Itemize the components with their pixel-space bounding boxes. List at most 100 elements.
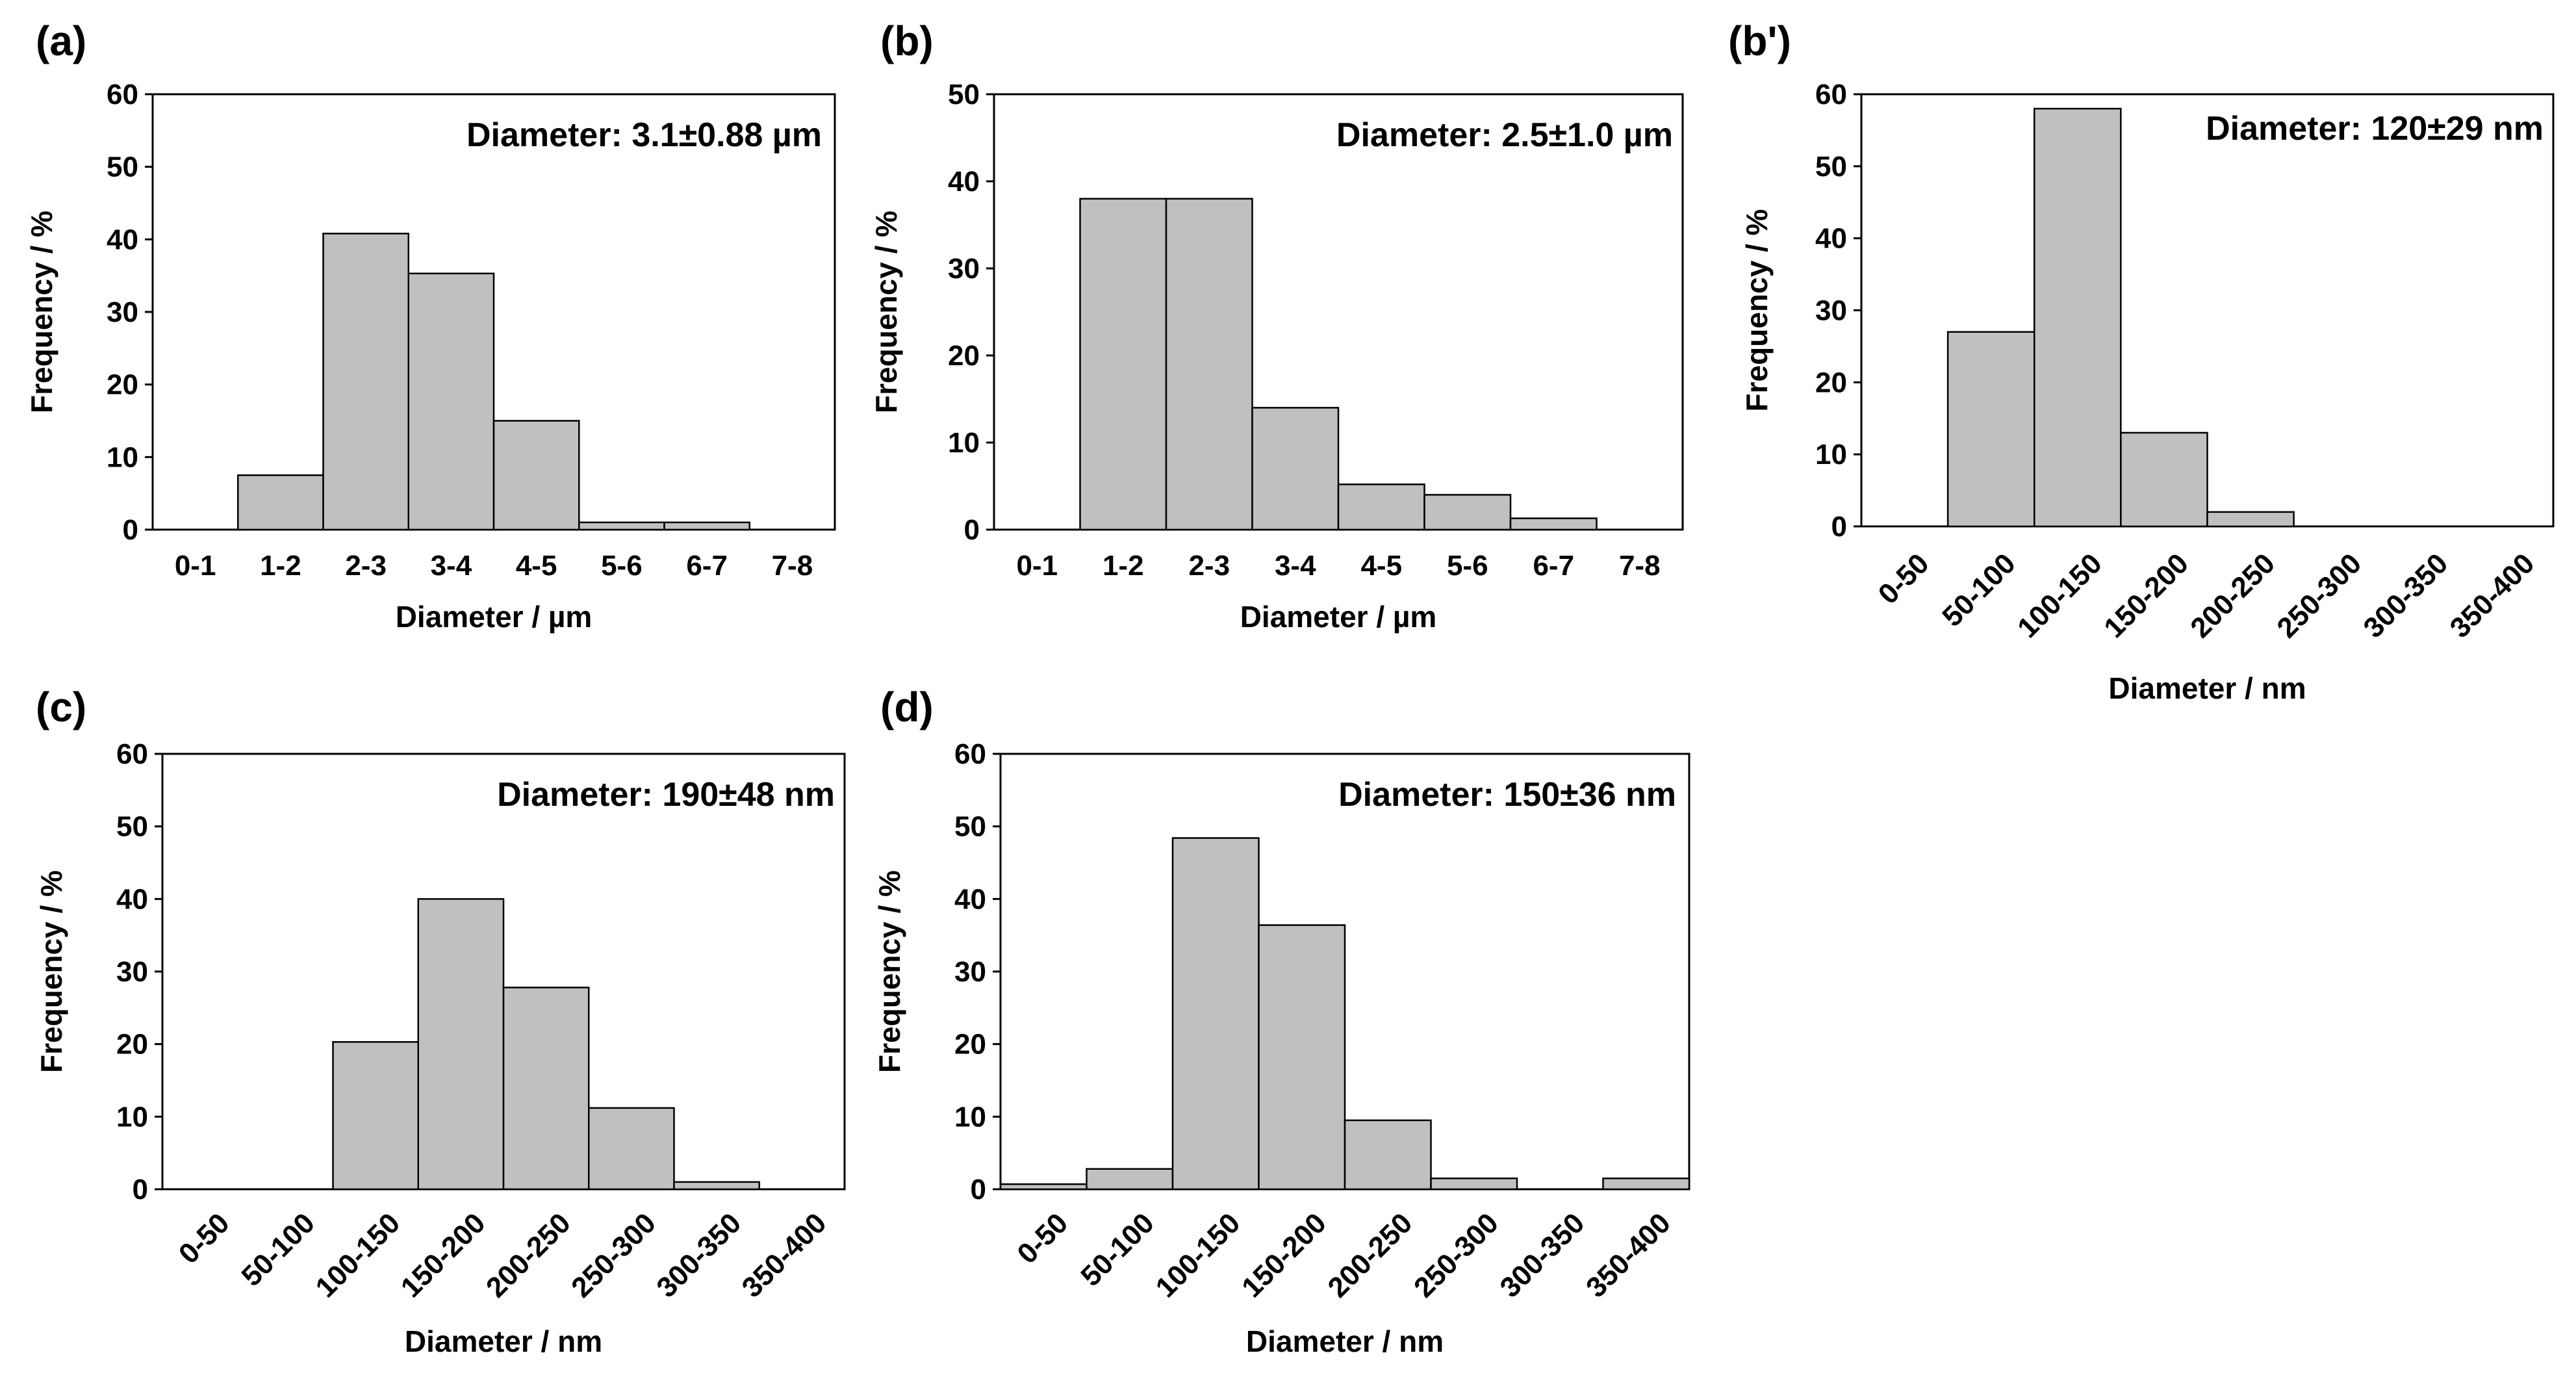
histogram-bar (1079, 198, 1167, 531)
x-tick-label: 0-1 (175, 550, 216, 582)
y-tick-label: 0 (123, 514, 138, 546)
x-tick-label: 200-250 (1321, 1207, 1418, 1304)
x-tick-label: 50-100 (1075, 1207, 1160, 1293)
y-tick-label: 30 (116, 956, 148, 988)
x-tick-label: 100-150 (1149, 1207, 1246, 1304)
x-tick-label: 3-4 (431, 550, 472, 582)
histogram-bar (1337, 483, 1425, 531)
y-tick-label: 20 (954, 1029, 986, 1061)
x-tick-label: 150-200 (395, 1207, 492, 1304)
histogram-bar (673, 1181, 760, 1191)
x-axis-title: Diameter / nm (1246, 1324, 1444, 1358)
x-tick-label: 50-100 (1936, 547, 2022, 633)
y-tick-label: 10 (116, 1101, 148, 1133)
panel-label: (d) (880, 684, 934, 730)
diameter-annotation: Diameter: 2.5±1.0 µm (1336, 116, 1673, 154)
histogram-bar (1086, 1168, 1174, 1191)
y-tick-label: 60 (954, 738, 986, 770)
histogram-bar (2120, 432, 2208, 528)
x-axis-title: Diameter / µm (396, 600, 593, 634)
panel-label: (b') (1728, 18, 1791, 64)
y-tick-label: 60 (107, 79, 138, 110)
chart-panel: 0 10 20 30 40 50 0-1 1-2 2-3 3-4 4-5 5-6 6-7 7-8 Diame… (869, 18, 1684, 634)
y-tick-label: 10 (107, 441, 138, 473)
y-tick-label: 30 (948, 253, 980, 285)
x-tick-label: 7-8 (1619, 550, 1661, 582)
x-axis-title: Diameter / µm (1240, 600, 1437, 634)
x-tick-label: 0-50 (1872, 547, 1935, 610)
histogram-bar (1946, 331, 2035, 528)
y-tick-label: 0 (1831, 511, 1847, 543)
chart-panel: 0 10 20 30 40 50 60 0-50 50-100100-150150-200200… (873, 684, 1690, 1358)
diameter-annotation: Diameter: 190±48 nm (497, 776, 835, 814)
y-axis-title: Frequency / % (1740, 209, 1774, 412)
x-tick-label: 250-300 (2271, 547, 2367, 644)
x-tick-label: 0-1 (1016, 550, 1058, 582)
x-tick-label: 300-350 (2358, 547, 2455, 644)
y-tick-label: 40 (116, 883, 148, 915)
y-tick-label: 30 (954, 956, 986, 988)
y-tick-label: 50 (1815, 151, 1847, 183)
histogram-bar (417, 898, 505, 1191)
histogram-bar (237, 474, 324, 531)
x-tick-label: 0-50 (173, 1207, 236, 1270)
histogram-bar (1602, 1178, 1690, 1191)
histogram-bar (492, 420, 580, 531)
panel-label: (a) (36, 18, 86, 64)
chart-panel: 0 10 20 30 40 50 60 0-50 50-100100-150150-200200… (34, 684, 846, 1358)
histogram-bar (1430, 1178, 1518, 1191)
y-tick-label: 40 (954, 883, 986, 915)
y-tick-label: 60 (116, 738, 148, 770)
chart-panel: 0 10 20 30 40 50 60 0-1 1-2 2-3 3-4 4-5 5-6 6-7 7-8 Dia… (25, 18, 836, 634)
x-tick-label: 4-5 (1360, 550, 1402, 582)
x-tick-label: 350-400 (1580, 1207, 1677, 1304)
x-tick-label: 350-400 (2444, 547, 2541, 644)
x-tick-label: 5-6 (601, 550, 643, 582)
y-axis-title: Frequency / % (34, 870, 68, 1073)
x-tick-label: 3-4 (1275, 550, 1316, 582)
x-tick-label: 100-150 (2011, 547, 2108, 644)
x-tick-label: 0-50 (1011, 1207, 1074, 1270)
y-tick-label: 10 (954, 1101, 986, 1133)
y-tick-label: 10 (948, 427, 980, 459)
y-axis-title: Frequency / % (869, 211, 903, 413)
y-tick-label: 20 (1815, 367, 1847, 398)
x-tick-label: 2-3 (345, 550, 387, 582)
x-tick-label: 1-2 (260, 550, 301, 582)
histogram-bar (663, 521, 750, 531)
y-tick-label: 40 (1815, 223, 1847, 255)
histogram-bar (588, 1107, 675, 1191)
histogram-bar (578, 521, 665, 531)
y-tick-label: 30 (107, 296, 138, 328)
y-tick-label: 20 (107, 369, 138, 401)
x-tick-label: 150-200 (1236, 1207, 1333, 1304)
x-tick-label: 7-8 (772, 550, 813, 582)
x-tick-label: 250-300 (1408, 1207, 1505, 1304)
y-tick-label: 60 (1815, 79, 1847, 110)
x-tick-label: 200-250 (2184, 547, 2281, 644)
y-tick-label: 50 (116, 811, 148, 843)
histogram-bar (1509, 517, 1598, 531)
histogram-bar (1344, 1119, 1432, 1191)
histogram-bar (1171, 837, 1260, 1191)
histogram-bar (1423, 494, 1512, 531)
x-tick-label: 1-2 (1103, 550, 1144, 582)
histogram-bar (322, 233, 409, 531)
y-tick-label: 40 (948, 166, 980, 198)
histogram-bar (1251, 407, 1340, 531)
y-tick-label: 10 (1815, 439, 1847, 470)
x-axis-title: Diameter / nm (405, 1324, 602, 1358)
y-tick-label: 0 (133, 1174, 148, 1205)
panel-label: (c) (36, 684, 86, 730)
diameter-annotation: Diameter: 3.1±0.88 µm (466, 116, 822, 154)
y-tick-label: 0 (964, 514, 980, 546)
chart-panel: 0 10 20 30 40 50 60 0-50 50-100100-150150-200200… (1728, 18, 2555, 705)
x-tick-label: 350-400 (736, 1207, 833, 1304)
histogram-bar (2034, 107, 2122, 528)
y-tick-label: 20 (948, 340, 980, 372)
y-tick-label: 50 (948, 79, 980, 110)
histogram-bar (332, 1041, 419, 1191)
x-tick-label: 4-5 (516, 550, 557, 582)
x-axis-title: Diameter / nm (2108, 671, 2306, 705)
